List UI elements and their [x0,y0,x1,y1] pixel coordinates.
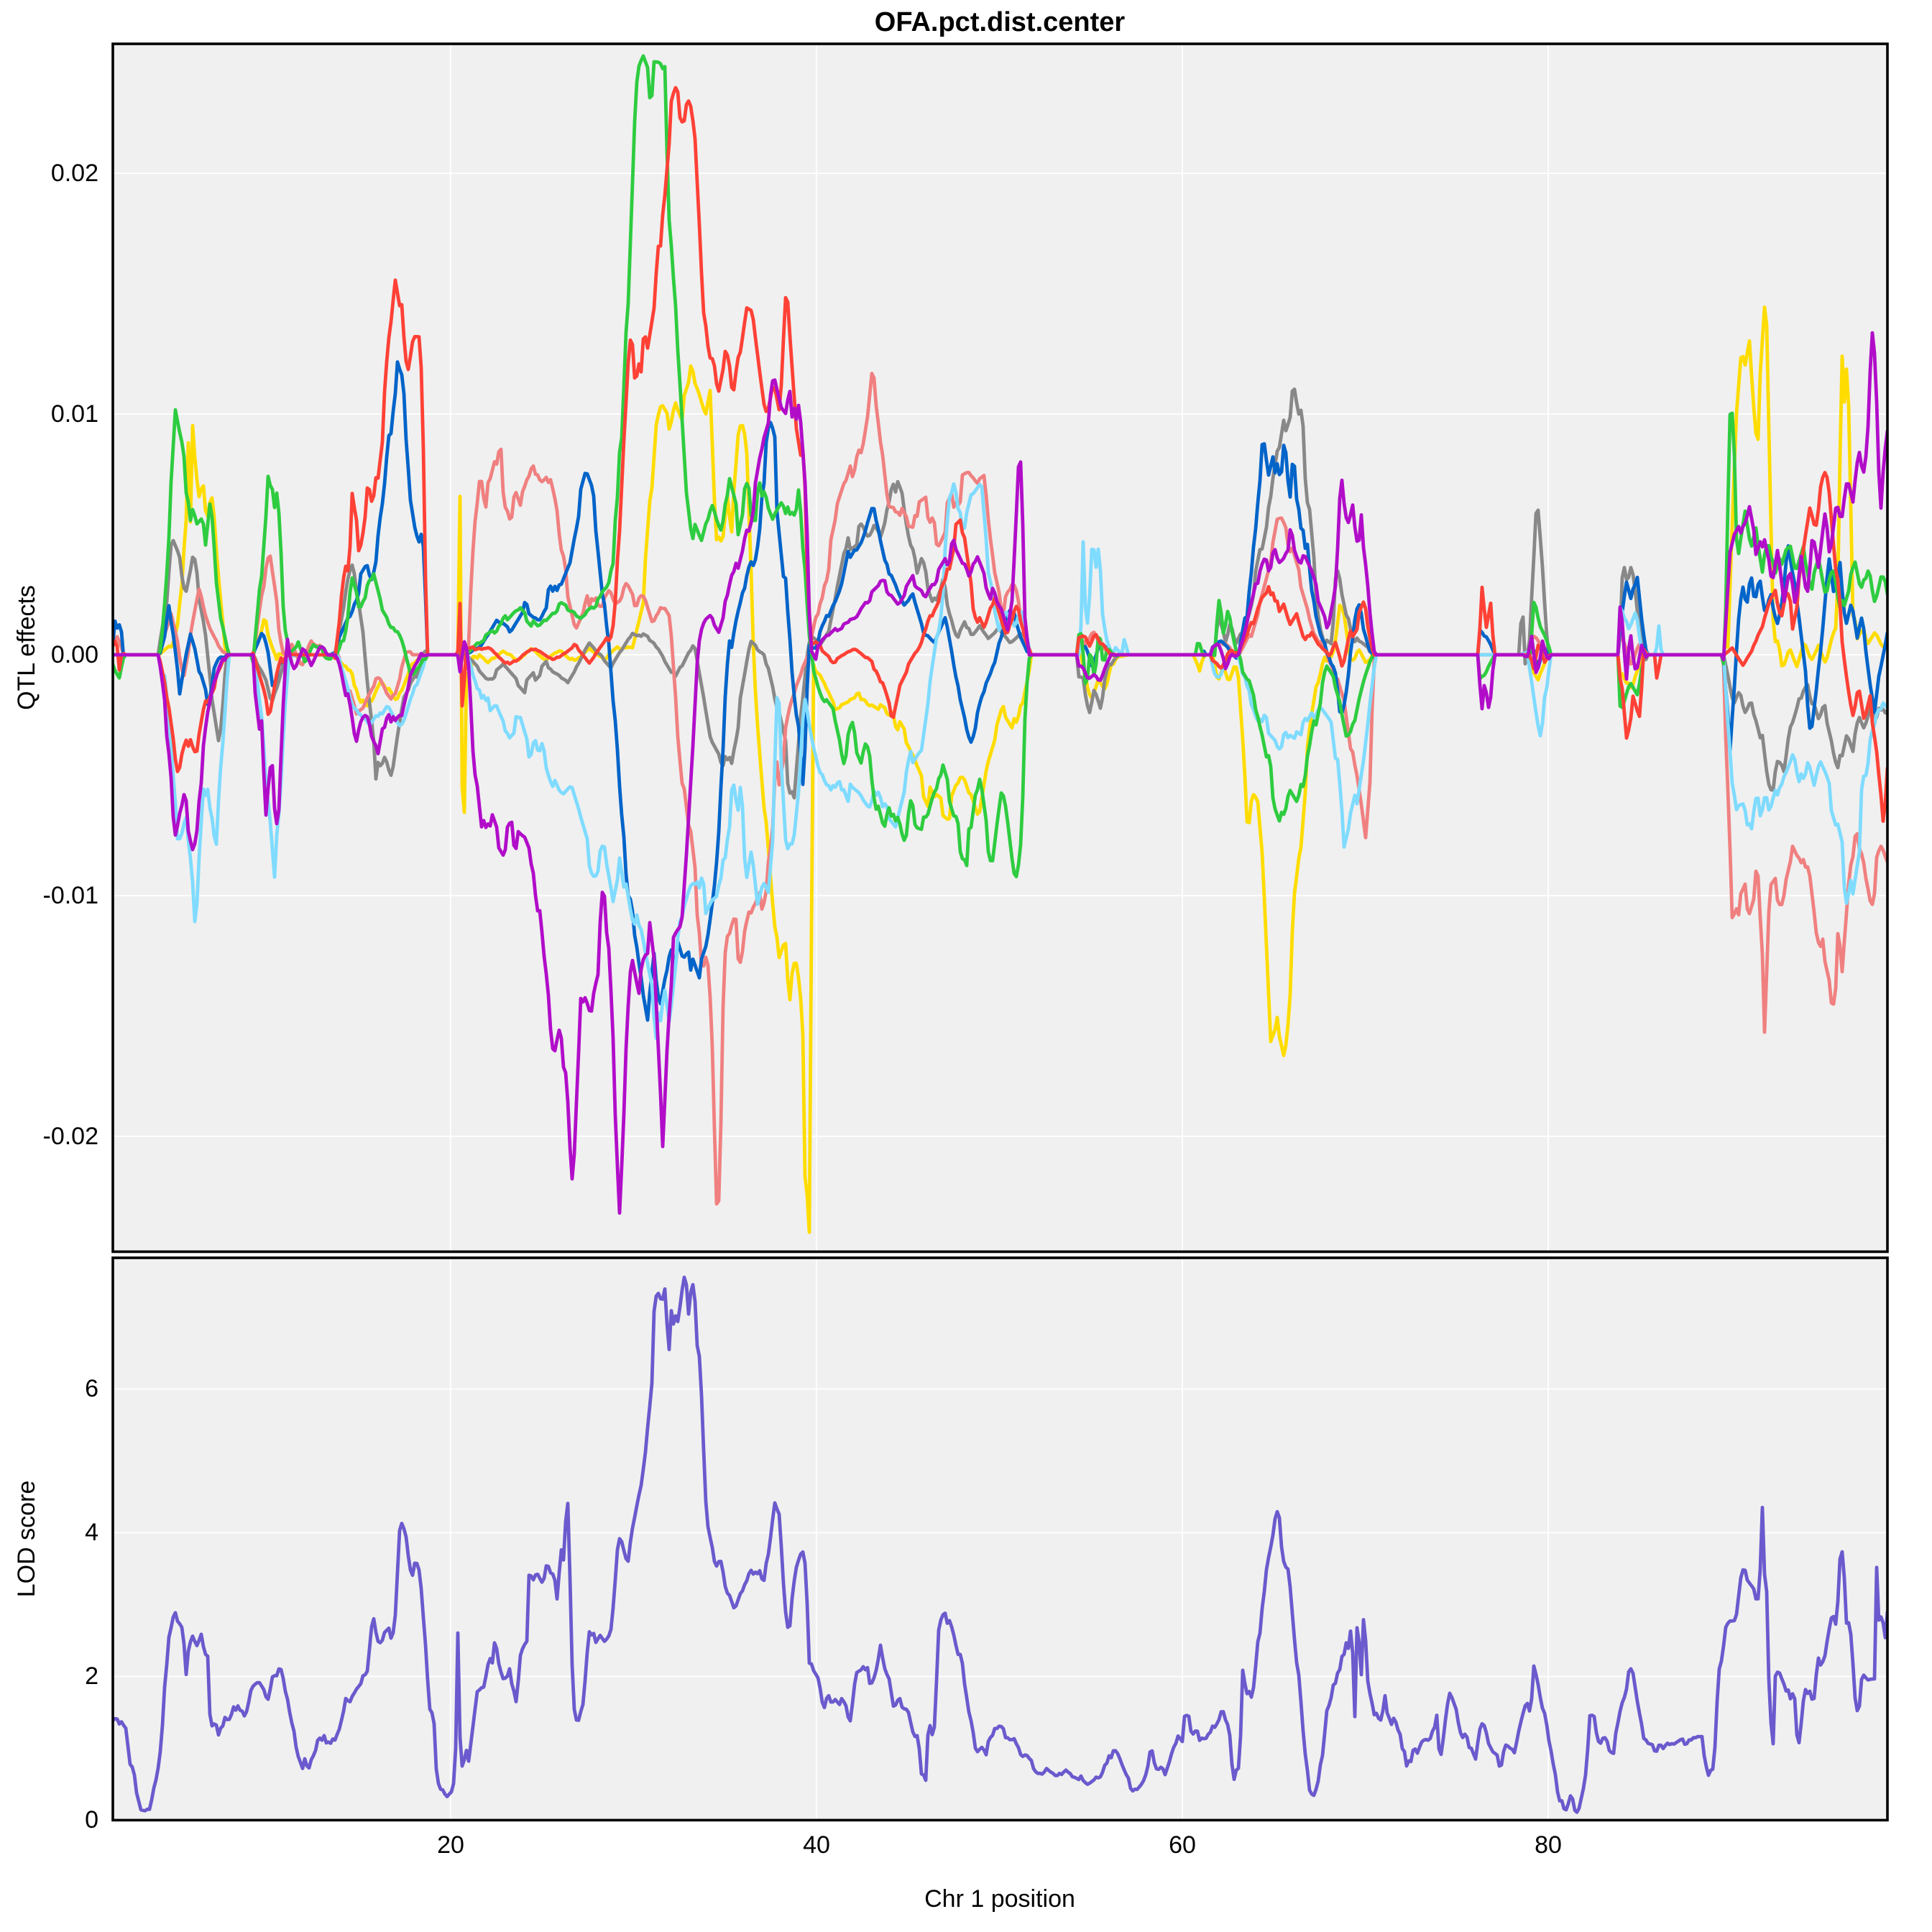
svg-text:0.00: 0.00 [51,641,98,668]
svg-text:OFA.pct.dist.center: OFA.pct.dist.center [875,7,1126,37]
svg-text:-0.01: -0.01 [43,882,99,909]
svg-text:2: 2 [85,1662,98,1690]
svg-text:0.01: 0.01 [51,400,98,428]
svg-text:40: 40 [803,1831,830,1859]
svg-text:0.02: 0.02 [51,160,98,187]
svg-text:0: 0 [85,1806,98,1834]
svg-text:6: 6 [85,1375,98,1402]
svg-text:Chr 1 position: Chr 1 position [924,1885,1075,1913]
svg-text:20: 20 [437,1831,464,1859]
svg-text:-0.02: -0.02 [43,1123,99,1150]
svg-text:80: 80 [1535,1831,1562,1859]
svg-text:4: 4 [85,1519,98,1546]
svg-text:60: 60 [1169,1831,1196,1859]
svg-text:LOD score: LOD score [13,1481,40,1598]
svg-text:QTL effects: QTL effects [13,585,40,710]
